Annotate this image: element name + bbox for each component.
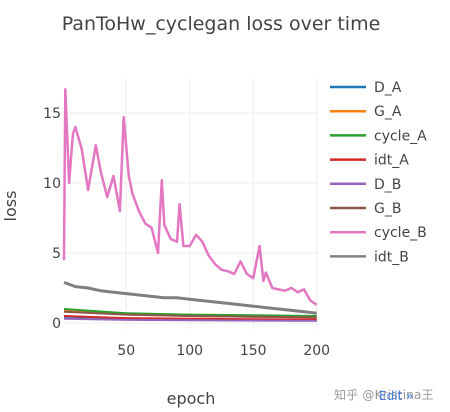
y-axis-title: loss [1, 191, 20, 222]
x-tick-label: 100 [176, 343, 203, 359]
grid-lines [64, 78, 318, 330]
series-line-cycle-a [63, 308, 317, 317]
plot-area [62, 87, 318, 322]
watermark: 知乎 @Kristina王 [334, 388, 434, 402]
legend-label: D_A [374, 80, 402, 96]
y-tick-label: 15 [43, 106, 61, 122]
series-line-idt-b [63, 280, 317, 315]
series-line-d-b [63, 317, 317, 322]
legend: D_A G_A cycle_A idt_A D_B G_B cycle_B idt_B [330, 80, 427, 265]
edit-link[interactable]: Edit » [379, 389, 414, 403]
x-tick-label: 50 [117, 343, 135, 359]
legend-label: G_A [374, 104, 402, 120]
x-tick-label: 150 [240, 343, 267, 359]
y-tick-label: 10 [43, 176, 61, 192]
chart-title: PanToHw_cyclegan loss over time [62, 13, 381, 35]
series-line-cycle-b [62, 87, 318, 306]
legend-label: cycle_B [374, 225, 427, 241]
x-axis-title: epoch [167, 389, 216, 408]
series-line-g-b [63, 310, 317, 319]
series-line-idt-a [63, 315, 317, 321]
y-tick-label: 0 [52, 316, 61, 332]
axes: 0 5 10 15 50 100 150 200 [43, 106, 330, 359]
legend-label: idt_A [374, 153, 409, 169]
x-tick-label: 200 [303, 343, 330, 359]
legend-label: D_B [374, 177, 401, 193]
legend-label: idt_B [374, 249, 409, 265]
legend-label: cycle_A [374, 128, 427, 144]
legend-label: G_B [374, 201, 401, 217]
y-tick-label: 5 [52, 246, 61, 262]
